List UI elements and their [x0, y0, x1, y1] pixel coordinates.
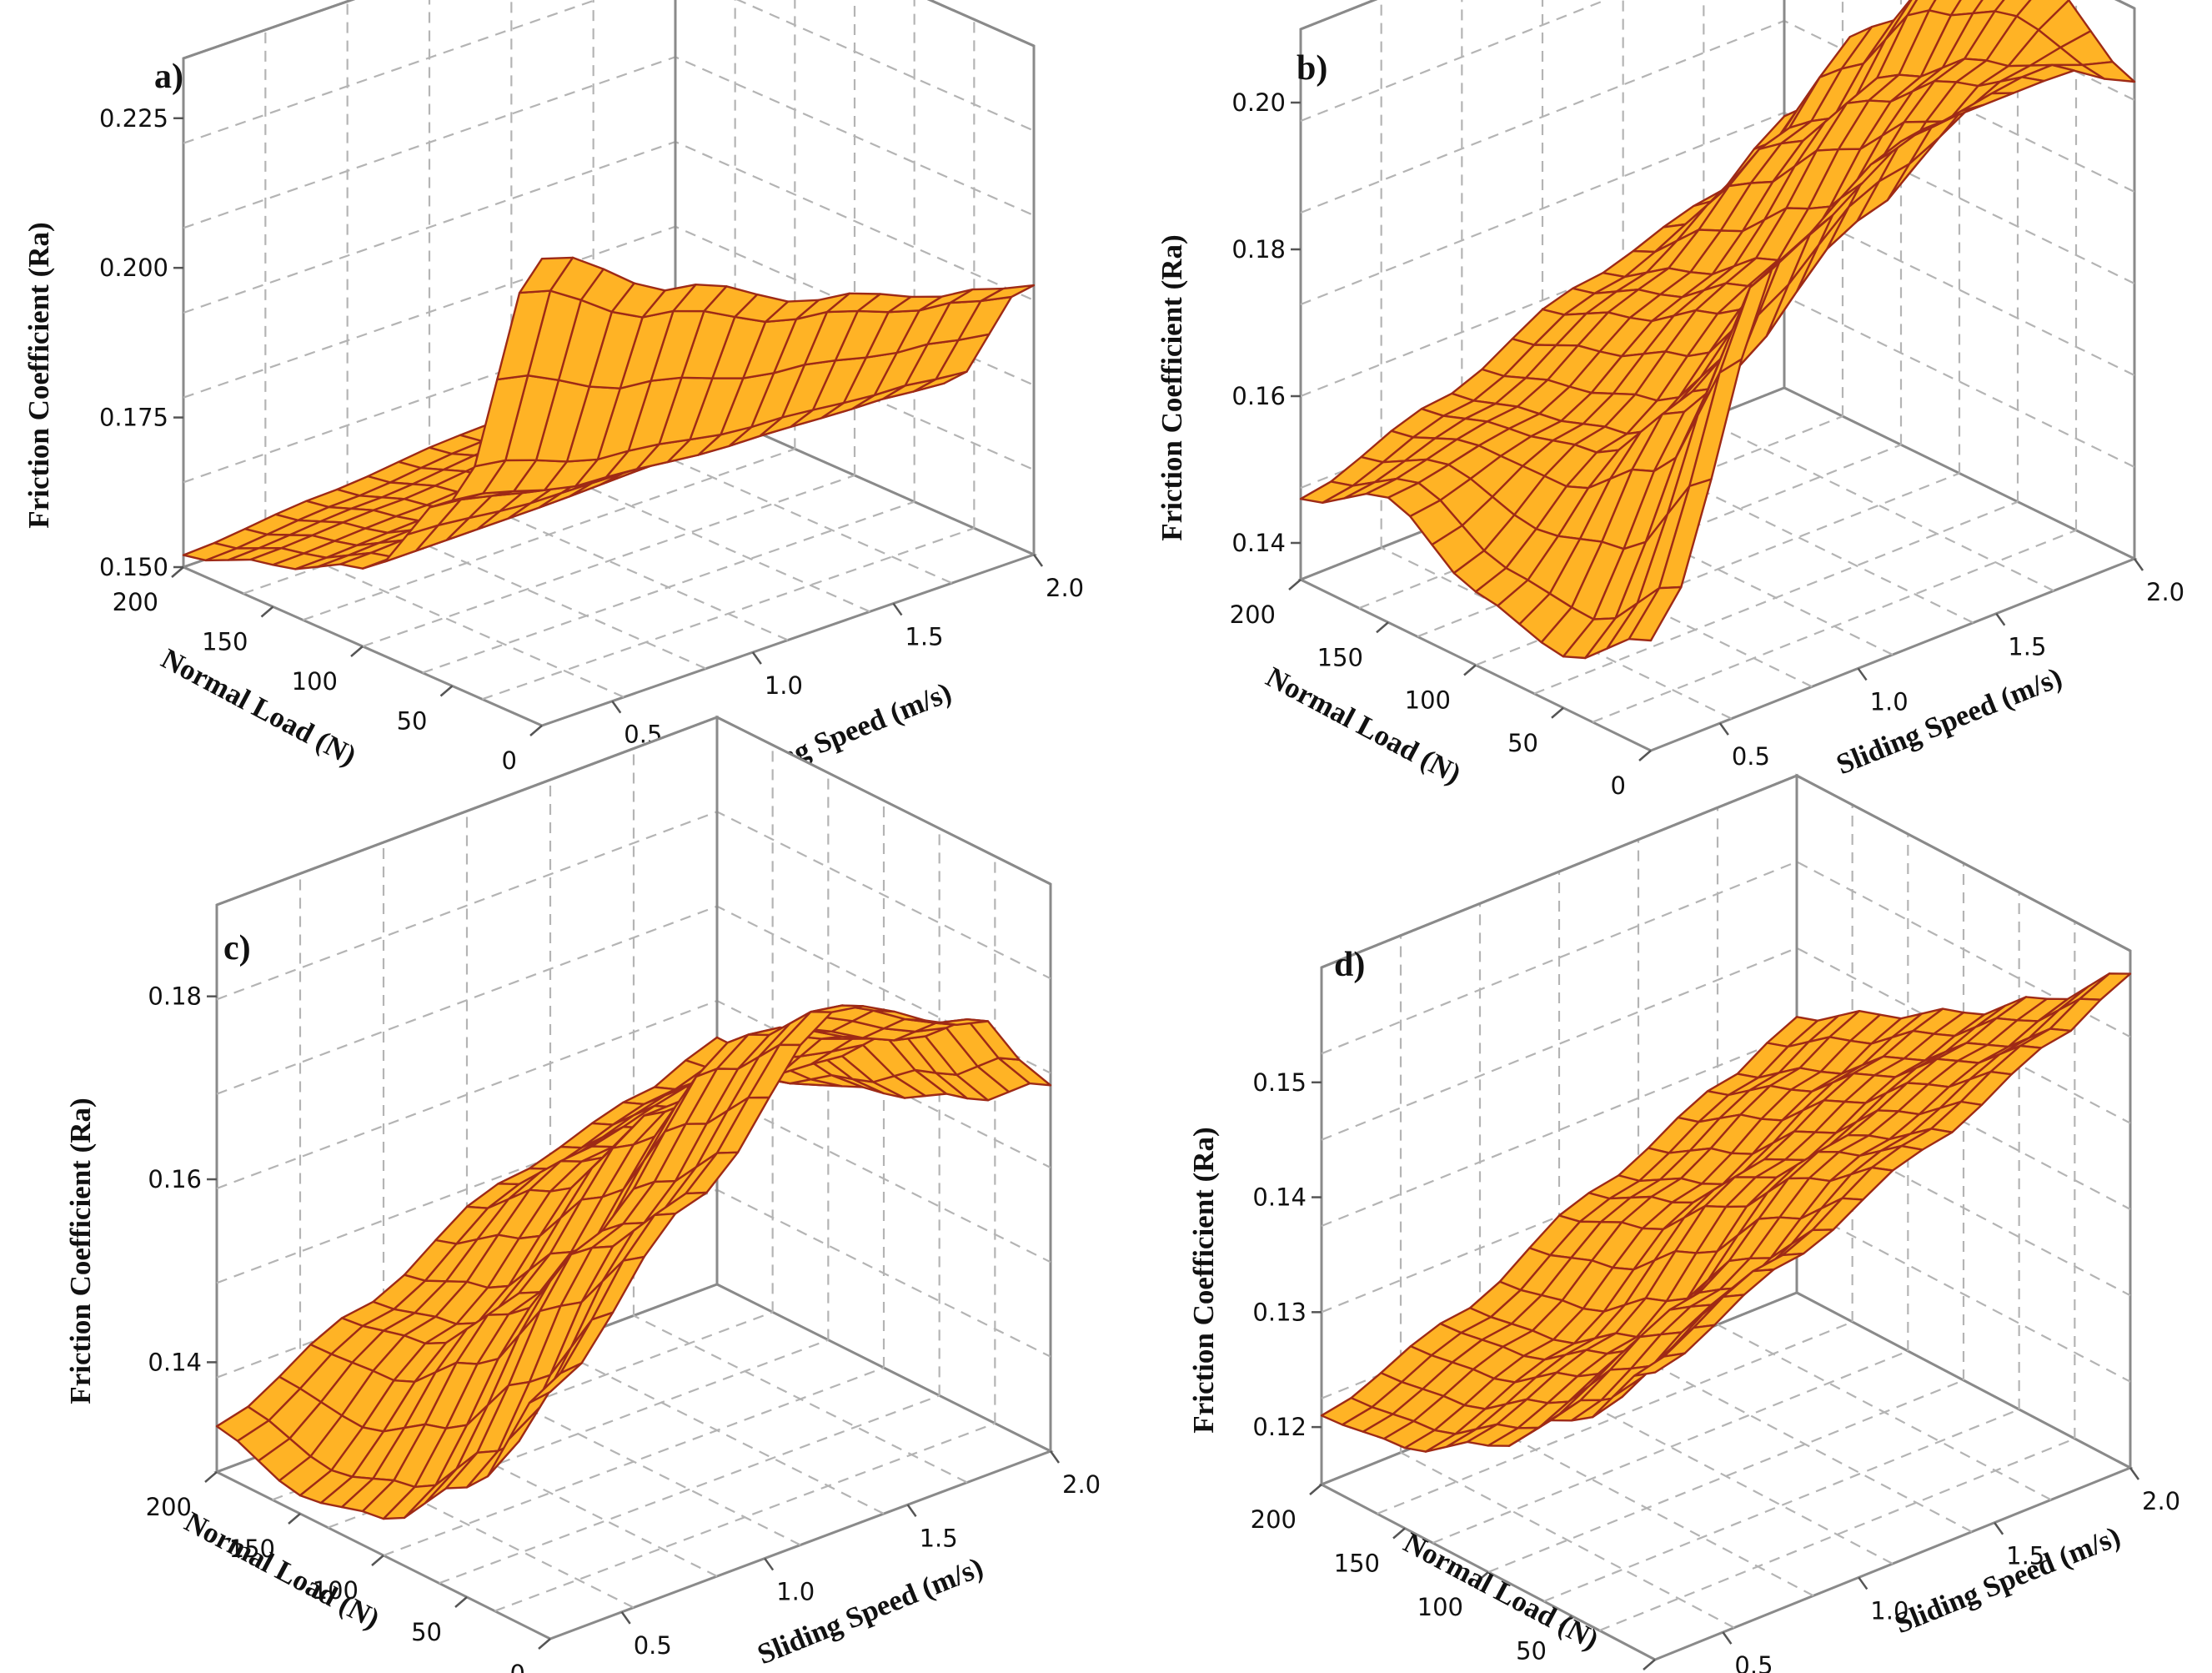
z-tick-label: 0.225	[99, 104, 168, 133]
surface-mesh	[1320, 972, 2132, 1453]
z-tick-label: 0.150	[99, 553, 168, 581]
z-tick-label: 0.15	[1252, 1068, 1307, 1097]
x-tick-label: 200	[146, 1493, 192, 1521]
x-tick-label: 100	[313, 1576, 359, 1605]
z-tick-label: 0.18	[148, 982, 202, 1011]
z-axis-title: Friction Coefficient (Ra)	[64, 1098, 97, 1404]
y-tick-label: 1.5	[905, 623, 943, 651]
x-tick-label: 0	[1611, 771, 1626, 800]
y-tick-label: 0.5	[634, 1631, 672, 1660]
z-tick-label: 0.175	[99, 404, 168, 432]
surface-patch	[1628, 585, 1683, 642]
y-tick-label: 2.0	[1062, 1470, 1101, 1499]
panel-label: c)	[223, 929, 251, 967]
z-tick-label: 0.20	[1231, 88, 1286, 117]
x-tick-label: 200	[1230, 600, 1276, 629]
z-tick-label: 0.14	[148, 1348, 202, 1376]
z-tick-label: 0.200	[99, 254, 168, 282]
x-tick-label: 100	[1405, 686, 1451, 715]
x-tick-label: 50	[1507, 729, 1538, 757]
x-tick-label: 50	[411, 1618, 442, 1646]
x-tick-label: 0	[510, 1660, 525, 1673]
z-tick-label: 0.13	[1252, 1298, 1307, 1326]
x-tick-label: 50	[1516, 1637, 1547, 1665]
x-tick-label: 200	[113, 588, 158, 616]
x-axis-title: Normal Load (N)	[1261, 661, 1467, 791]
y-tick-label: 1.0	[765, 671, 803, 700]
z-tick-label: 0.14	[1252, 1183, 1307, 1212]
y-tick-label: 1.0	[1870, 687, 1909, 716]
y-tick-label: 1.0	[776, 1578, 815, 1606]
y-tick-label: 0.5	[1732, 742, 1770, 771]
y-tick-label: 0.5	[1734, 1651, 1773, 1673]
surface-mesh	[182, 256, 1036, 570]
x-tick-label: 150	[1317, 643, 1363, 671]
y-tick-label: 2.0	[2142, 1487, 2180, 1515]
surface-mesh	[1299, 0, 2136, 660]
x-axis-title: Normal Load (N)	[156, 642, 362, 772]
panel-label: a)	[154, 58, 183, 96]
x-tick-label: 150	[1334, 1550, 1380, 1578]
x-tick-label: 0	[502, 746, 517, 775]
surface-mesh	[215, 1004, 1052, 1520]
y-tick-label: 1.5	[2006, 1542, 2044, 1570]
x-tick-label: 150	[229, 1535, 275, 1563]
y-tick-label: 1.0	[1870, 1596, 1909, 1625]
z-axis-title: Friction Coefficient (Ra)	[1156, 234, 1188, 540]
z-axis-title: Friction Coefficient (Ra)	[23, 222, 55, 528]
y-tick-label: 2.0	[1046, 574, 1084, 602]
x-tick-label: 200	[1251, 1505, 1297, 1534]
surface-patch	[528, 1362, 583, 1404]
z-tick-label: 0.16	[148, 1165, 202, 1193]
panel-d: 0.12 0.13 0.14 0.15 0 50 100 150 200 0.5 1.0 1.5 2.0…	[1187, 773, 2180, 1673]
y-axis-title: Sliding Speed (m/s)	[1832, 661, 2067, 781]
surface-patch	[518, 256, 574, 294]
x-tick-label: 150	[202, 628, 248, 656]
y-tick-label: 1.5	[920, 1524, 958, 1552]
surface-patch	[1633, 1352, 1686, 1377]
z-axis-title: Friction Coefficient (Ra)	[1187, 1127, 1220, 1433]
z-tick-label: 0.18	[1231, 235, 1286, 264]
z-tick-label: 0.12	[1252, 1413, 1307, 1441]
grid-lines	[1321, 805, 2131, 1632]
x-tick-label: 100	[1417, 1593, 1463, 1621]
x-tick-label: 50	[397, 707, 428, 736]
x-tick-label: 100	[292, 667, 338, 696]
panel-label: b)	[1297, 49, 1327, 88]
y-axis-title: Sliding Speed (m/s)	[753, 1550, 988, 1670]
panel-b: 0.14 0.16 0.18 0.20 0 50 100 150 200 0.5 1.0 1.5 2.0…	[1156, 0, 2184, 800]
z-tick-label: 0.14	[1231, 529, 1286, 557]
panel-label: d)	[1334, 946, 1365, 984]
panel-c: 0.14 0.16 0.18 0 50 100 150 200 0.5 1.0 1.5 2.0 c) Fr…	[64, 715, 1101, 1673]
y-tick-label: 2.0	[2146, 578, 2184, 606]
z-tick-label: 0.16	[1231, 382, 1286, 410]
panel-a: 0.1500.1750.2000.2250501001502000.51.01.…	[23, 0, 1084, 796]
y-tick-label: 1.5	[2008, 633, 2046, 661]
box-top-edges	[183, 0, 1035, 60]
